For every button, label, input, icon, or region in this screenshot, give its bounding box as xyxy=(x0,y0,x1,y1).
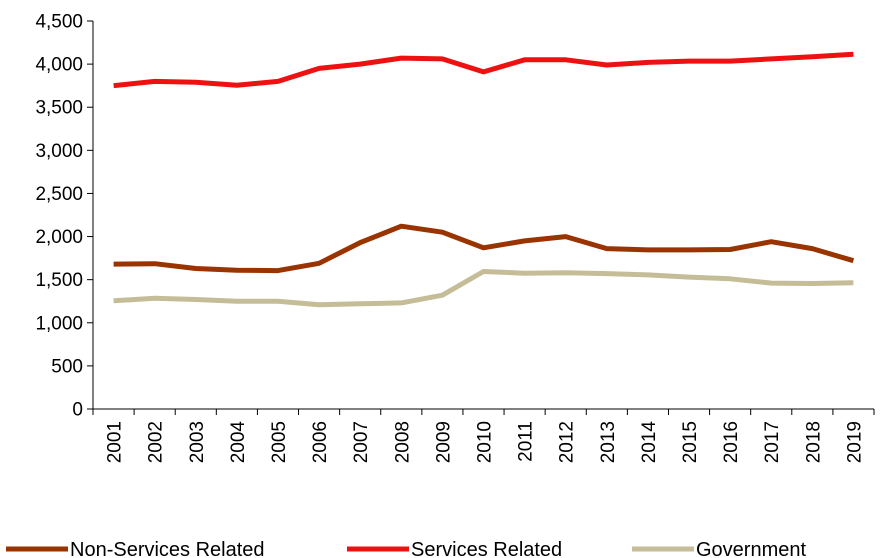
y-tick-label: 0 xyxy=(72,400,83,421)
series-line-services-related xyxy=(113,51,854,89)
x-ticks: 2001 2002 2003 2004 2005 2006 2007 2008 2009 2010… xyxy=(92,409,875,464)
y-axis: 0 500 1,000 1,500 2,000 2,500 3,000 3,500 4,000 4… xyxy=(35,12,94,421)
x-tick-label: 2018 xyxy=(803,421,824,463)
x-tick-label: 2011 xyxy=(516,421,537,462)
legend-label-non-services-related: Non-Services Related xyxy=(70,539,265,558)
x-tick-label: 2012 xyxy=(557,421,578,463)
x-tick-label: 2005 xyxy=(269,421,290,463)
y-tick-label: 4,000 xyxy=(35,55,83,76)
x-tick-label: 2010 xyxy=(475,421,496,463)
x-tick-label: 2009 xyxy=(433,421,454,463)
x-tick-label: 2006 xyxy=(310,421,331,463)
x-tick-label: 2016 xyxy=(721,421,742,463)
series-line-non-services-related xyxy=(113,223,855,274)
x-tick-label: 2015 xyxy=(680,421,701,463)
y-ticks: 0 500 1,000 1,500 2,000 2,500 3,000 3,500 4,000 4… xyxy=(35,12,93,421)
x-tick-label: 2007 xyxy=(351,421,372,463)
series-line-government xyxy=(113,269,854,308)
y-tick-label: 4,500 xyxy=(35,12,83,33)
y-tick-label: 2,500 xyxy=(35,184,83,205)
series-group xyxy=(113,51,855,308)
x-tick-label: 2013 xyxy=(598,421,619,463)
y-tick-label: 3,500 xyxy=(35,98,83,119)
x-axis: 2001 2002 2003 2004 2005 2006 2007 2008 2009 2010… xyxy=(92,408,875,464)
x-tick-label: 2002 xyxy=(146,421,167,463)
y-tick-label: 3,000 xyxy=(35,141,83,162)
x-tick-label: 2017 xyxy=(762,421,783,463)
legend: Non-Services Related Services Related Gove… xyxy=(6,539,806,558)
legend-label-government: Government xyxy=(696,539,806,558)
x-tick-label: 2008 xyxy=(392,421,413,463)
y-tick-label: 2,000 xyxy=(35,227,83,248)
legend-label-services-related: Services Related xyxy=(411,539,562,558)
y-tick-label: 1,000 xyxy=(35,313,83,334)
x-tick-label: 2019 xyxy=(844,421,865,463)
x-tick-label: 2001 xyxy=(105,421,126,463)
y-tick-label: 500 xyxy=(51,356,83,377)
x-tick-label: 2003 xyxy=(187,421,208,463)
y-tick-label: 1,500 xyxy=(35,270,83,291)
x-tick-label: 2014 xyxy=(639,421,660,464)
x-tick-label: 2004 xyxy=(228,421,249,464)
